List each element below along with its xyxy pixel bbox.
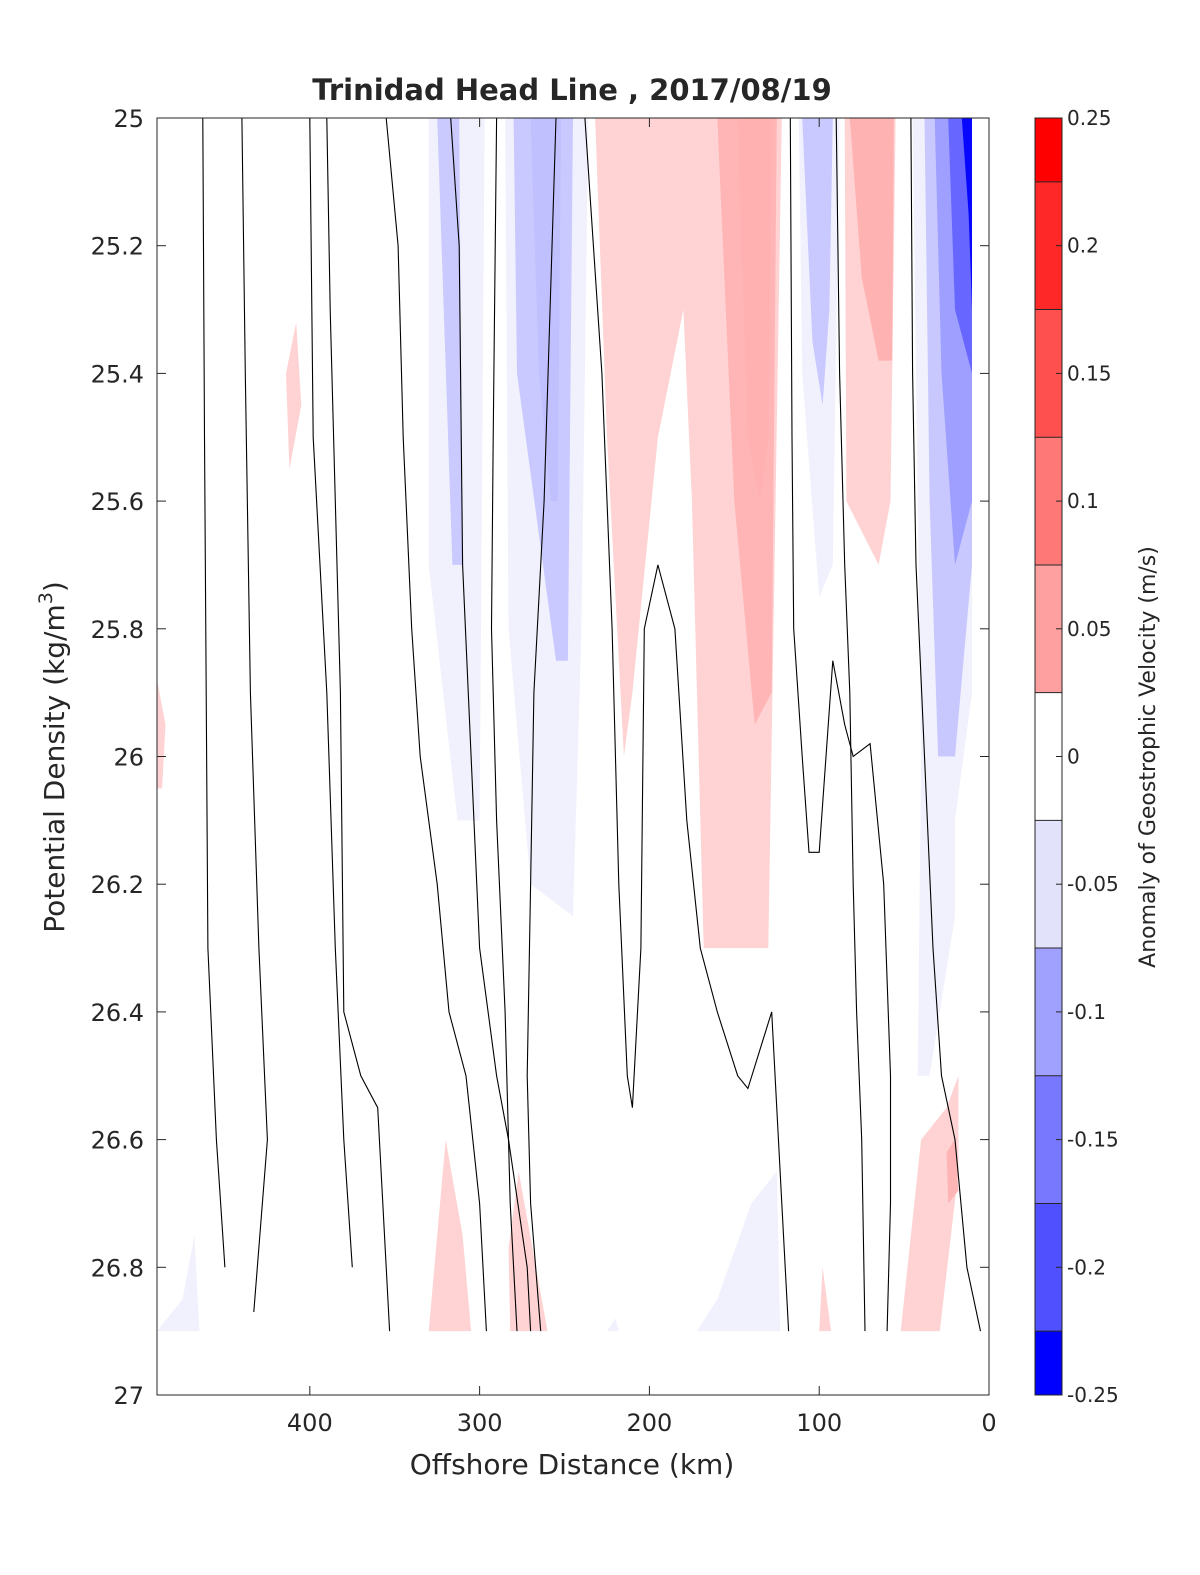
filled-contours [157, 118, 972, 1332]
x-axis-label: Offshore Distance (km) [410, 1448, 735, 1481]
y-tick-label: 26.4 [91, 999, 144, 1027]
x-axis: 400 300 200 100 0 [287, 118, 997, 1437]
y-axis: 25 25.2 25.4 25.6 25.8 26 26.2 26.4 26.6 26.8 27 [91, 105, 989, 1410]
x-tick-label: 200 [627, 1409, 673, 1437]
y-tick-label: 25 [113, 105, 144, 133]
filled-contour-region [607, 1318, 619, 1332]
colorbar-level [1035, 118, 1062, 182]
filled-contour-region [961, 118, 972, 310]
y-tick-label: 25.4 [91, 360, 144, 388]
y-tick-label: 25.8 [91, 616, 144, 644]
colorbar-tick-label: -0.25 [1067, 1383, 1119, 1407]
filled-contour-region [946, 1139, 959, 1204]
contour-line [526, 118, 557, 1332]
filled-contour-region [849, 118, 894, 361]
colorbar-tick-label: -0.05 [1067, 872, 1119, 896]
contour-line [835, 118, 866, 1332]
filled-contour-region [697, 1171, 781, 1332]
filled-contour-region [819, 1267, 832, 1332]
contour-line [490, 118, 518, 1332]
y-axis-label-superscript: 3 [35, 592, 57, 604]
contour-line [241, 118, 268, 1313]
chart-title: Trinidad Head Line , 2017/08/19 [312, 73, 832, 107]
contour-line [910, 118, 982, 1332]
contour-line [789, 118, 892, 1332]
colorbar-tick-label: -0.15 [1067, 1128, 1119, 1152]
x-tick-label: 0 [981, 1409, 996, 1437]
filled-contour-region [802, 118, 833, 406]
contour-line [584, 118, 790, 1332]
filled-contour-region [157, 1235, 200, 1332]
y-tick-label: 27 [113, 1382, 144, 1410]
filled-contour-region [900, 1075, 959, 1332]
filled-contour-region [428, 1139, 472, 1332]
y-tick-label: 26 [113, 744, 144, 772]
y-tick-label: 26.8 [91, 1254, 144, 1282]
x-tick-label: 400 [287, 1409, 333, 1437]
colorbar-tick-label: 0.2 [1067, 234, 1099, 258]
colorbar-tick-label: 0.1 [1067, 489, 1099, 513]
colorbar-tick-label: 0.05 [1067, 617, 1112, 641]
colorbar-level [1035, 1331, 1062, 1395]
y-axis-label-close: ) [38, 581, 71, 592]
contour-line [326, 118, 391, 1332]
y-tick-label: 25.6 [91, 488, 144, 516]
colorbar: 0.25 0.2 0.15 0.1 0.05 0 -0.05 -0.1 -0.15 -0.2 -0.… [1034, 106, 1119, 1407]
contour-line [385, 118, 487, 1332]
colorbar-tick-label: 0.15 [1067, 361, 1112, 385]
colorbar-label: Anomaly of Geostrophic Velocity (m/s) [1136, 546, 1161, 968]
colorbar-tick-label: -0.1 [1067, 1000, 1106, 1024]
filled-contour-region [157, 679, 166, 789]
contour-line [450, 118, 532, 1332]
filled-contour-region [286, 322, 302, 470]
contour-line [309, 118, 353, 1268]
x-tick-label: 300 [457, 1409, 503, 1437]
y-axis-label-main: Potential Density (kg/m [38, 604, 71, 933]
colorbar-tick-label: 0 [1067, 745, 1080, 769]
colorbar-tick-label: 0.25 [1067, 106, 1112, 130]
plot-area [156, 117, 990, 1396]
filled-contour-region [437, 118, 463, 565]
x-tick-label: 100 [796, 1409, 842, 1437]
filled-contour-region [948, 118, 972, 374]
contour-line [202, 118, 226, 1268]
y-axis-label: Potential Density (kg/m3) [35, 581, 71, 933]
contour-lines [202, 118, 982, 1332]
y-tick-label: 25.2 [91, 233, 144, 261]
y-tick-label: 26.6 [91, 1127, 144, 1155]
filled-contour-region [737, 118, 772, 502]
colorbar-tick-label: -0.2 [1067, 1255, 1106, 1279]
y-tick-label: 26.2 [91, 871, 144, 899]
